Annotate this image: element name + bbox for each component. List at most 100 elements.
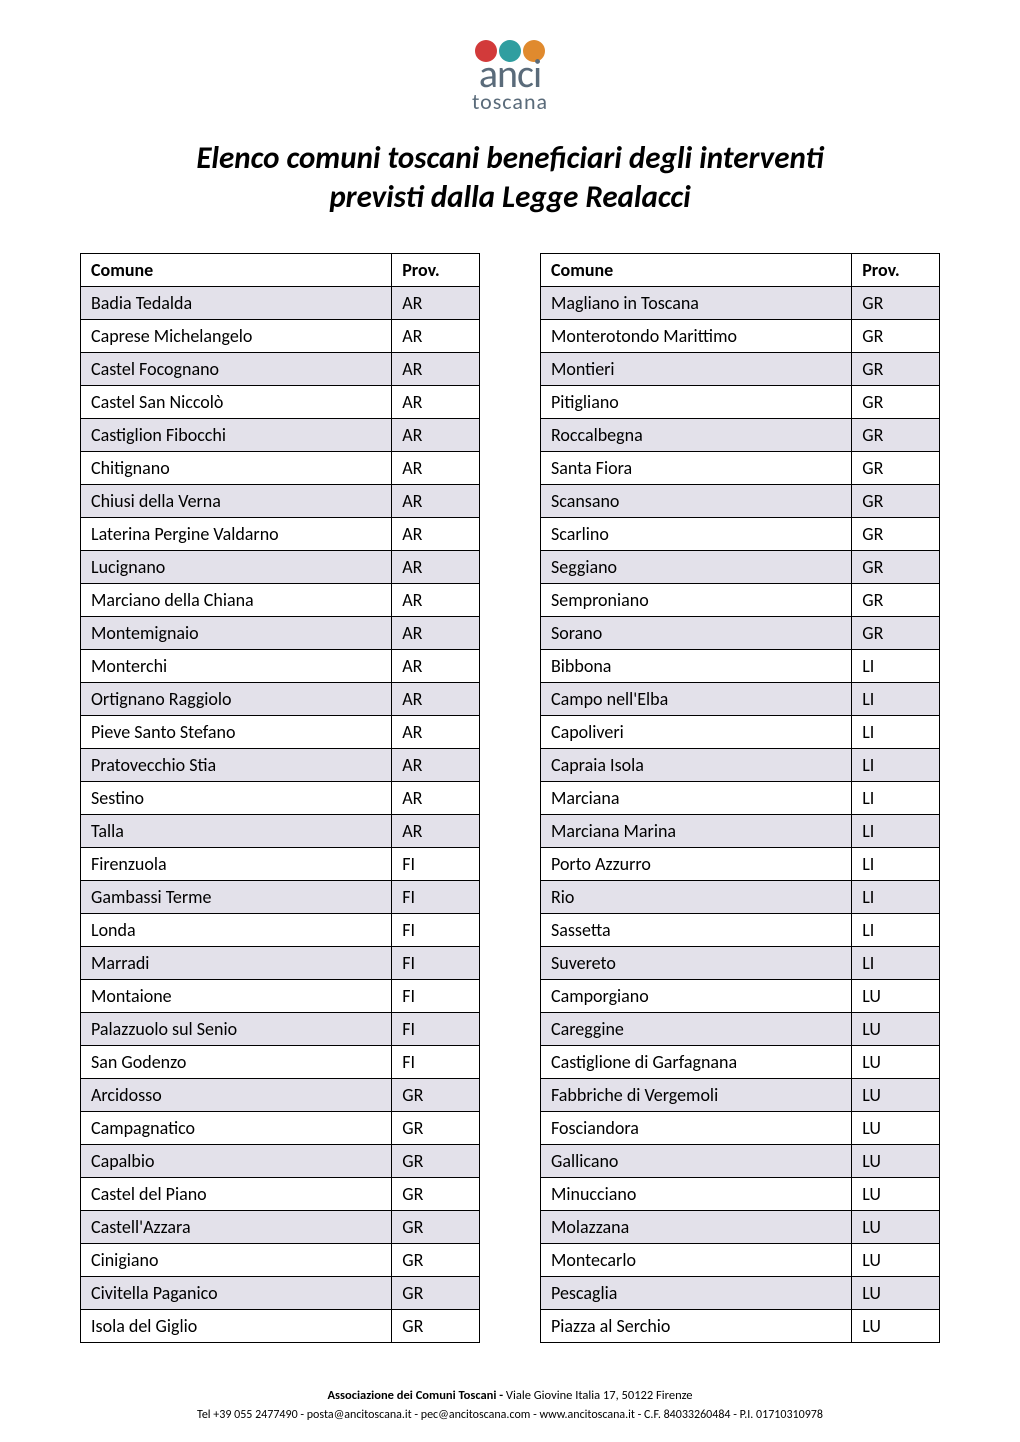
table-row: MolazzanaLU <box>541 1210 940 1243</box>
cell-comune: Fosciandora <box>541 1111 852 1144</box>
cell-prov: FI <box>392 1012 480 1045</box>
cell-prov: FI <box>392 880 480 913</box>
cell-comune: Sestino <box>81 781 392 814</box>
cell-comune: Arcidosso <box>81 1078 392 1111</box>
table-row: MarradiFI <box>81 946 480 979</box>
table-row: PescagliaLU <box>541 1276 940 1309</box>
table-row: MarcianaLI <box>541 781 940 814</box>
cell-prov: AR <box>392 781 480 814</box>
cell-prov: GR <box>392 1144 480 1177</box>
table-row: CampagnaticoGR <box>81 1111 480 1144</box>
table-row: Santa FioraGR <box>541 451 940 484</box>
cell-prov: GR <box>392 1078 480 1111</box>
table-row: GallicanoLU <box>541 1144 940 1177</box>
table-row: Castiglion FibocchiAR <box>81 418 480 451</box>
cell-prov: AR <box>392 682 480 715</box>
cell-comune: Roccalbegna <box>541 418 852 451</box>
table-row: Castel FocognanoAR <box>81 352 480 385</box>
footer-line-2: Tel +39 055 2477490 - posta@ancitoscana.… <box>0 1406 1020 1424</box>
cell-comune: Lucignano <box>81 550 392 583</box>
cell-prov: LI <box>852 748 940 781</box>
footer-org-name: Associazione dei Comuni Toscani - <box>327 1388 503 1403</box>
table-row: Porto AzzurroLI <box>541 847 940 880</box>
cell-prov: GR <box>852 352 940 385</box>
cell-prov: GR <box>852 418 940 451</box>
cell-prov: GR <box>392 1243 480 1276</box>
table-row: Campo nell'ElbaLI <box>541 682 940 715</box>
cell-prov: AR <box>392 748 480 781</box>
cell-comune: Scarlino <box>541 517 852 550</box>
cell-comune: Ortignano Raggiolo <box>81 682 392 715</box>
cell-prov: GR <box>392 1210 480 1243</box>
table-row: FirenzuolaFI <box>81 847 480 880</box>
cell-comune: Firenzuola <box>81 847 392 880</box>
table-row: Pieve Santo StefanoAR <box>81 715 480 748</box>
table-row: SassettaLI <box>541 913 940 946</box>
table-row: RoccalbegnaGR <box>541 418 940 451</box>
cell-comune: Palazzuolo sul Senio <box>81 1012 392 1045</box>
cell-comune: Castel San Niccolò <box>81 385 392 418</box>
cell-comune: Montieri <box>541 352 852 385</box>
table-row: ScansanoGR <box>541 484 940 517</box>
cell-prov: AR <box>392 715 480 748</box>
cell-prov: LU <box>852 1012 940 1045</box>
cell-prov: LI <box>852 649 940 682</box>
table-row: CapoliveriLI <box>541 715 940 748</box>
cell-prov: GR <box>852 550 940 583</box>
cell-comune: Castel Focognano <box>81 352 392 385</box>
table-row: MinuccianoLU <box>541 1177 940 1210</box>
header-comune: Comune <box>81 253 392 286</box>
table-row: Badia TedaldaAR <box>81 286 480 319</box>
cell-prov: GR <box>852 451 940 484</box>
table-row: Marciana MarinaLI <box>541 814 940 847</box>
cell-comune: Pieve Santo Stefano <box>81 715 392 748</box>
cell-prov: GR <box>852 517 940 550</box>
cell-comune: Gallicano <box>541 1144 852 1177</box>
cell-prov: LI <box>852 913 940 946</box>
table-row: SoranoGR <box>541 616 940 649</box>
table-row: ChitignanoAR <box>81 451 480 484</box>
cell-comune: Camporgiano <box>541 979 852 1012</box>
header-prov: Prov. <box>852 253 940 286</box>
table-row: Ortignano RaggioloAR <box>81 682 480 715</box>
table-row: FosciandoraLU <box>541 1111 940 1144</box>
footer-line-1: Associazione dei Comuni Toscani - Viale … <box>0 1387 1020 1406</box>
cell-prov: AR <box>392 418 480 451</box>
cell-comune: Chiusi della Verna <box>81 484 392 517</box>
cell-comune: Seggiano <box>541 550 852 583</box>
table-row: Chiusi della VernaAR <box>81 484 480 517</box>
cell-prov: LU <box>852 979 940 1012</box>
table-row: MontaioneFI <box>81 979 480 1012</box>
cell-prov: FI <box>392 979 480 1012</box>
title-line-1: Elenco comuni toscani beneficiari degli … <box>196 139 823 177</box>
cell-comune: Gambassi Terme <box>81 880 392 913</box>
cell-prov: AR <box>392 583 480 616</box>
cell-prov: GR <box>392 1276 480 1309</box>
table-row: Capraia IsolaLI <box>541 748 940 781</box>
cell-prov: GR <box>852 484 940 517</box>
table-row: Laterina Pergine ValdarnoAR <box>81 517 480 550</box>
table-row: Castell'AzzaraGR <box>81 1210 480 1243</box>
footer-address: Viale Giovine Italia 17, 50122 Firenze <box>503 1388 692 1403</box>
cell-prov: LI <box>852 715 940 748</box>
cell-comune: Cinigiano <box>81 1243 392 1276</box>
table-row: Castiglione di GarfagnanaLU <box>541 1045 940 1078</box>
table-row: MontecarloLU <box>541 1243 940 1276</box>
cell-comune: Montecarlo <box>541 1243 852 1276</box>
cell-prov: FI <box>392 946 480 979</box>
cell-comune: Capalbio <box>81 1144 392 1177</box>
cell-comune: Monterchi <box>81 649 392 682</box>
cell-comune: Marciana <box>541 781 852 814</box>
cell-comune: Castiglione di Garfagnana <box>541 1045 852 1078</box>
table-row: Civitella PaganicoGR <box>81 1276 480 1309</box>
cell-comune: Isola del Giglio <box>81 1309 392 1342</box>
cell-comune: Careggine <box>541 1012 852 1045</box>
table-row: Magliano in ToscanaGR <box>541 286 940 319</box>
cell-prov: LI <box>852 814 940 847</box>
cell-comune: Suvereto <box>541 946 852 979</box>
cell-comune: Semproniano <box>541 583 852 616</box>
page-title: Elenco comuni toscani beneficiari degli … <box>80 139 940 217</box>
cell-comune: Montemignaio <box>81 616 392 649</box>
cell-comune: Fabbriche di Vergemoli <box>541 1078 852 1111</box>
header-prov: Prov. <box>392 253 480 286</box>
